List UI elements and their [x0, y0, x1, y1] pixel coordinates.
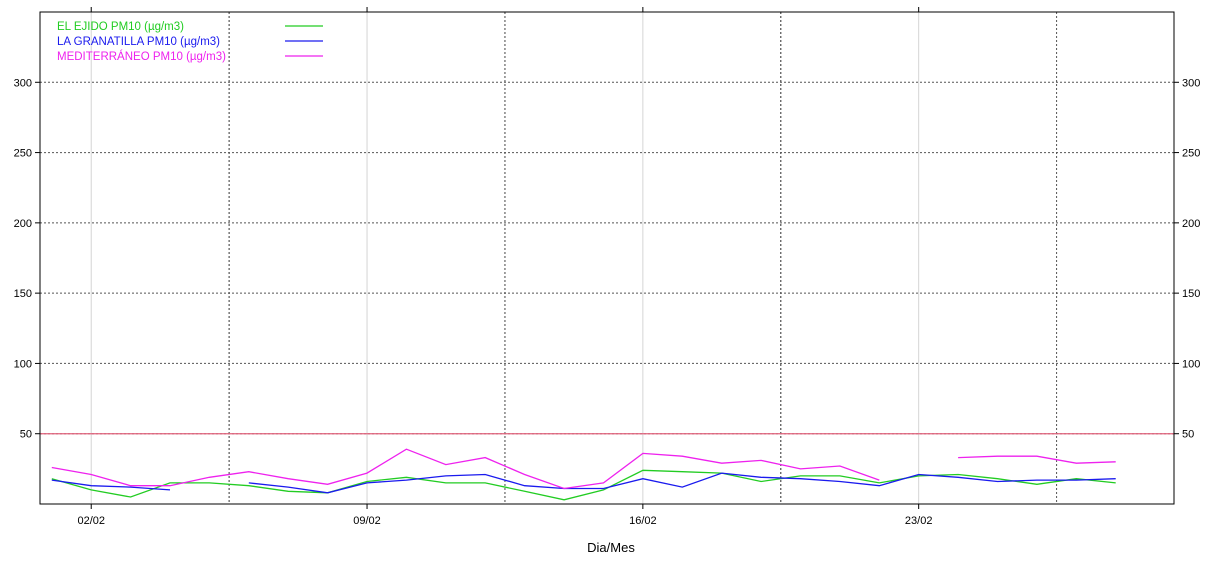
legend-label: LA GRANATILLA PM10 (µg/m3): [57, 36, 220, 48]
x-tick-label: 23/02: [905, 515, 933, 527]
series-line: [51, 469, 1116, 501]
y-tick-label-right: 250: [1182, 148, 1200, 160]
y-tick-label-right: 150: [1182, 288, 1200, 300]
y-tick-label-right: 200: [1182, 218, 1200, 230]
legend: EL EJIDO PM10 (µg/m3) LA GRANATILLA PM10 …: [57, 21, 323, 63]
x-tick-label: 09/02: [353, 515, 381, 527]
y-tick-label-right: 300: [1182, 77, 1200, 89]
x-tick-label: 02/02: [77, 515, 105, 527]
y-tick-label-right: 50: [1182, 429, 1194, 441]
y-tick-label-left: 300: [14, 77, 32, 89]
plot-frame: [39, 11, 1175, 505]
y-tick-label-left: 50: [20, 429, 32, 441]
axis-ticks: 50 50 100 100 150 150 200 200 250 250 300 300 02/02 0…: [14, 7, 1200, 527]
series-layer: [51, 448, 1116, 501]
y-tick-label-left: 150: [14, 288, 32, 300]
y-tick-label-right: 100: [1182, 358, 1200, 370]
grid: [40, 12, 1174, 504]
series-line: [51, 448, 1116, 490]
x-axis-title: Dia/Mes: [587, 540, 635, 555]
x-tick-label: 16/02: [629, 515, 657, 527]
y-tick-label-left: 250: [14, 148, 32, 160]
y-tick-label-left: 200: [14, 218, 32, 230]
series-line: [51, 472, 1116, 494]
y-tick-label-left: 100: [14, 358, 32, 370]
legend-label: EL EJIDO PM10 (µg/m3): [57, 21, 184, 33]
legend-label: MEDITERRÁNEO PM10 (µg/m3): [57, 50, 226, 63]
